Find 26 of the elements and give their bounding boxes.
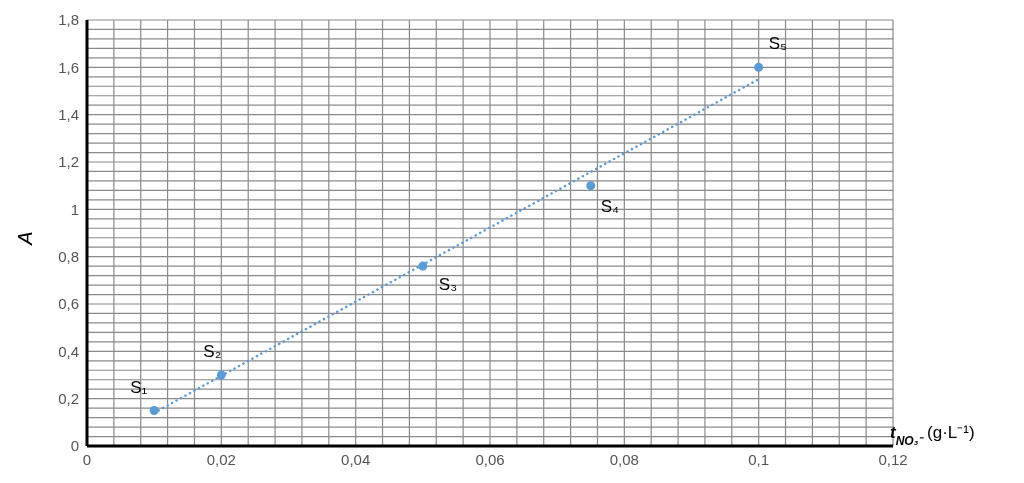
point — [754, 62, 764, 72]
annotation: S₁ — [130, 377, 148, 397]
x-tick-label: 0,02 — [206, 450, 236, 468]
x-tick-label: 0,12 — [878, 450, 908, 468]
annotation: S₅ — [768, 34, 787, 54]
annotation: S₄ — [600, 197, 620, 217]
annotation: S₃ — [438, 275, 458, 295]
y-tick-label: 1,8 — [58, 11, 79, 29]
y-tick-label: 0,8 — [58, 247, 79, 265]
x-tick-label: 0,06 — [475, 450, 505, 468]
y-tick-label: 0,6 — [58, 295, 79, 313]
point — [586, 181, 596, 191]
y-tick-label: 1,6 — [58, 58, 79, 76]
x-tick-label: 0,04 — [341, 450, 371, 468]
annotation: S₂ — [203, 342, 222, 362]
y-tick-label: 0,2 — [58, 389, 79, 407]
x-tick-label: 0,08 — [609, 450, 639, 468]
x-tick-label: 0 — [82, 450, 92, 468]
y-axis-title: A — [14, 231, 36, 246]
x-axis-title: t$_{NO₃⁻}$ (g·L⁻¹) — [890, 423, 975, 448]
y-tick-label: 1,2 — [58, 153, 79, 171]
y-tick-label: 1 — [70, 200, 79, 218]
y-tick-label: 1,4 — [58, 105, 79, 123]
x-tick-label: 0,1 — [748, 450, 770, 468]
y-tick-label: 0,4 — [58, 342, 79, 360]
y-tick-label: 0 — [70, 437, 79, 455]
